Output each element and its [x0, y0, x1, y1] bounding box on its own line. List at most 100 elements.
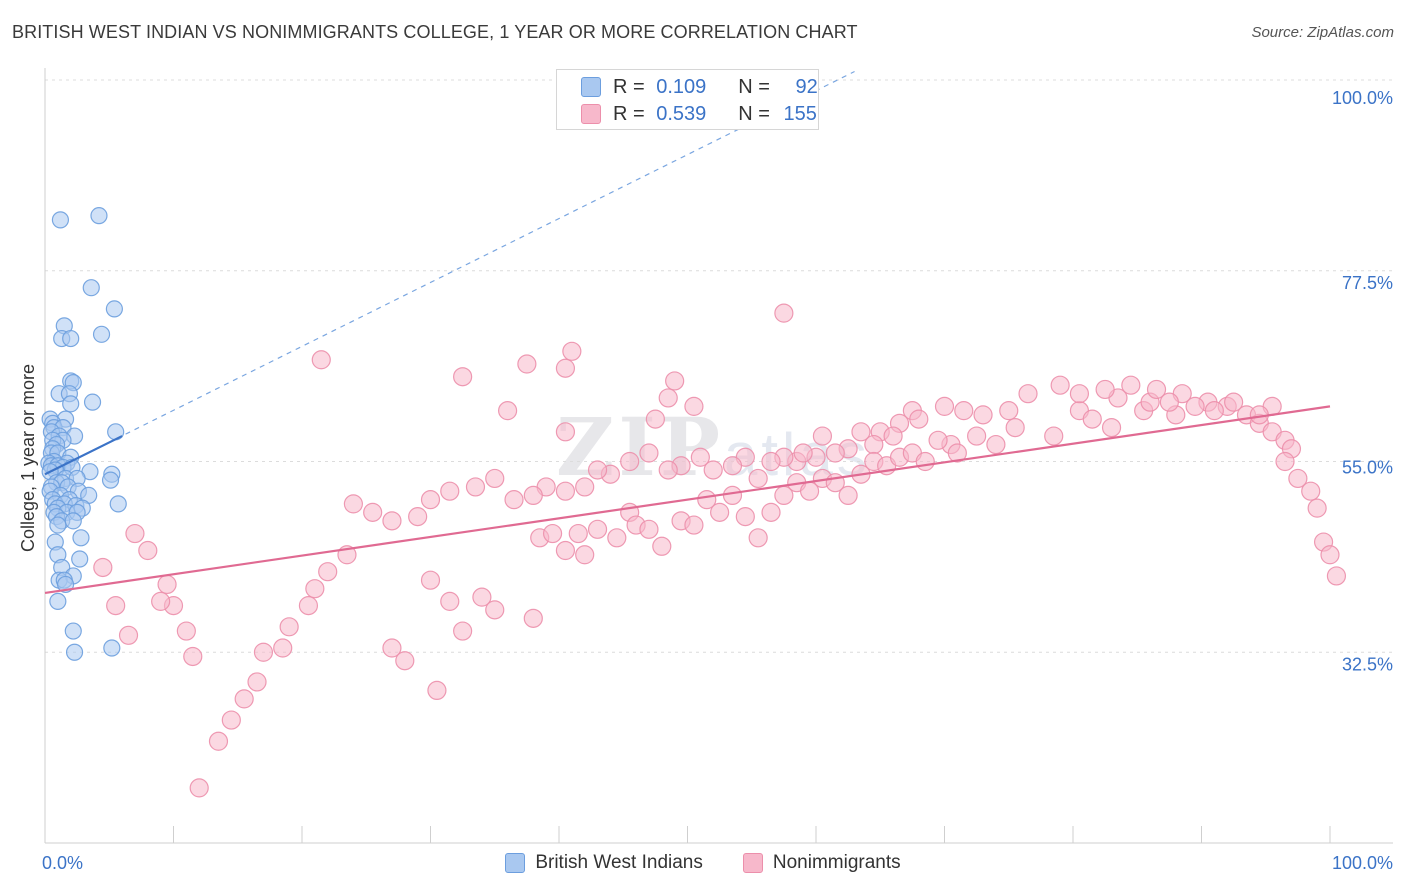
correlation-legend: R = 0.109 N = 92 R = 0.539 N = 155 — [556, 69, 819, 130]
axis-labels: 32.5% 55.0% 77.5% 100.0% 0.0% 100.0% College, … — [18, 88, 1393, 873]
point-nonimmigrants — [1326, 566, 1347, 586]
point-british-west-indians — [109, 495, 127, 513]
point-nonimmigrants — [93, 557, 113, 578]
legend-n-value: 155 — [783, 102, 817, 125]
point-nonimmigrants — [1050, 375, 1070, 395]
point-british-west-indians — [62, 395, 80, 413]
y-tick-label: 77.5% — [1342, 273, 1393, 293]
point-nonimmigrants — [665, 371, 685, 391]
point-nonimmigrants — [883, 426, 903, 446]
trend-line-nonimmigrants — [44, 405, 1331, 594]
point-british-west-indians — [49, 516, 67, 534]
point-nonimmigrants — [273, 638, 293, 658]
point-british-west-indians — [65, 643, 84, 661]
point-nonimmigrants — [1082, 409, 1102, 429]
point-nonimmigrants — [472, 587, 492, 607]
point-nonimmigrants — [722, 456, 743, 476]
point-nonimmigrants — [1146, 379, 1167, 400]
point-nonimmigrants — [125, 523, 145, 544]
point-nonimmigrants — [157, 574, 177, 595]
point-nonimmigrants — [1275, 451, 1295, 472]
point-nonimmigrants — [1204, 401, 1224, 421]
point-nonimmigrants — [1044, 426, 1064, 446]
point-nonimmigrants — [305, 579, 325, 599]
point-nonimmigrants — [523, 608, 543, 628]
point-nonimmigrants — [408, 507, 428, 527]
legend-item-nonimmigrants[interactable]: Nonimmigrants — [742, 852, 901, 874]
point-nonimmigrants — [176, 621, 196, 641]
point-nonimmigrants — [555, 481, 576, 501]
point-british-west-indians — [72, 529, 90, 547]
point-nonimmigrants — [947, 443, 967, 463]
point-nonimmigrants — [967, 426, 987, 446]
y-tick-label: 100.0% — [1332, 88, 1393, 108]
point-nonimmigrants — [118, 625, 139, 645]
point-nonimmigrants — [851, 422, 871, 442]
point-nonimmigrants — [934, 396, 955, 416]
point-nonimmigrants — [748, 528, 768, 548]
point-nonimmigrants — [440, 481, 460, 501]
point-nonimmigrants — [825, 443, 845, 463]
point-nonimmigrants — [318, 562, 338, 582]
point-nonimmigrants — [703, 460, 723, 480]
point-nonimmigrants — [1095, 379, 1115, 400]
point-nonimmigrants — [485, 468, 505, 489]
point-nonimmigrants — [420, 570, 441, 590]
point-nonimmigrants — [311, 350, 331, 370]
point-nonimmigrants — [568, 523, 588, 544]
point-nonimmigrants — [774, 303, 794, 323]
point-nonimmigrants — [395, 651, 415, 671]
point-nonimmigrants — [1288, 468, 1308, 489]
point-nonimmigrants — [523, 485, 543, 506]
point-nonimmigrants — [658, 460, 678, 480]
point-nonimmigrants — [427, 680, 447, 701]
point-nonimmigrants — [151, 591, 171, 611]
point-nonimmigrants — [620, 451, 640, 472]
point-british-west-indians — [51, 211, 70, 229]
point-nonimmigrants — [1005, 417, 1025, 438]
point-nonimmigrants — [684, 396, 704, 416]
point-nonimmigrants — [735, 507, 755, 527]
legend-swatch-pink — [742, 853, 763, 873]
point-nonimmigrants — [722, 485, 743, 506]
point-nonimmigrants — [453, 621, 473, 641]
point-british-west-indians — [62, 329, 80, 348]
point-nonimmigrants — [485, 600, 505, 620]
trend-extended-line — [44, 70, 855, 475]
point-nonimmigrants — [986, 434, 1006, 455]
legend-n-value: 92 — [795, 75, 818, 98]
legend-row-british-west-indians: R = 0.109 N = 92 — [581, 75, 818, 99]
point-nonimmigrants — [504, 490, 524, 510]
point-british-west-indians — [103, 639, 121, 657]
point-british-west-indians — [82, 279, 100, 297]
legend-item-label: British West Indians — [535, 852, 703, 873]
point-nonimmigrants — [928, 430, 948, 450]
x-tick-label: 100.0% — [1332, 853, 1393, 873]
point-british-west-indians — [71, 550, 89, 568]
point-nonimmigrants — [440, 591, 460, 611]
point-british-west-indians — [90, 207, 108, 225]
point-nonimmigrants — [555, 540, 576, 561]
point-nonimmigrants — [343, 494, 363, 514]
point-nonimmigrants — [652, 536, 672, 556]
point-nonimmigrants — [954, 401, 974, 421]
point-nonimmigrants — [761, 451, 781, 472]
point-nonimmigrants — [1121, 375, 1141, 395]
point-nonimmigrants — [1301, 481, 1321, 501]
point-british-west-indians — [83, 393, 102, 411]
point-british-west-indians — [101, 471, 120, 489]
legend-r-value: 0.109 — [656, 75, 707, 98]
point-nonimmigrants — [253, 642, 274, 662]
point-british-west-indians — [49, 592, 67, 610]
point-nonimmigrants — [684, 515, 704, 535]
point-nonimmigrants — [690, 447, 710, 467]
y-axis-label: College, 1 year or more — [18, 364, 38, 552]
legend-item-british-west-indians[interactable]: British West Indians — [505, 852, 703, 874]
point-nonimmigrants — [575, 545, 595, 565]
y-tick-label: 32.5% — [1342, 654, 1393, 674]
point-british-west-indians — [92, 325, 111, 343]
legend-r-label: R = — [613, 102, 645, 125]
point-nonimmigrants — [420, 490, 441, 510]
chart-title: BRITISH WEST INDIAN VS NONIMMIGRANTS COL… — [12, 22, 858, 42]
